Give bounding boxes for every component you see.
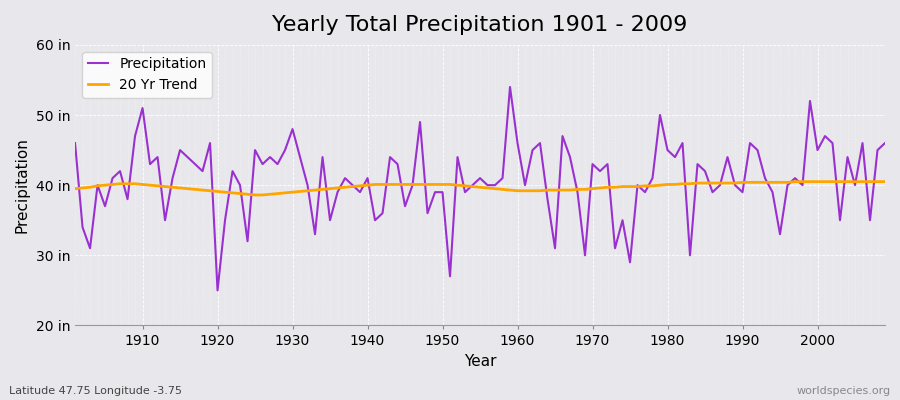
Text: Latitude 47.75 Longitude -3.75: Latitude 47.75 Longitude -3.75 xyxy=(9,386,182,396)
20 Yr Trend xyxy=(879,179,890,184)
Precipitation xyxy=(302,183,313,188)
Precipitation xyxy=(505,84,516,89)
20 Yr Trend xyxy=(302,188,313,193)
20 Yr Trend xyxy=(512,188,523,193)
Y-axis label: Precipitation: Precipitation xyxy=(15,137,30,233)
Precipitation xyxy=(212,288,223,293)
20 Yr Trend xyxy=(609,185,620,190)
Precipitation xyxy=(519,183,530,188)
Precipitation xyxy=(527,148,538,152)
20 Yr Trend xyxy=(789,179,800,184)
Precipitation xyxy=(347,183,358,188)
Title: Yearly Total Precipitation 1901 - 2009: Yearly Total Precipitation 1901 - 2009 xyxy=(273,15,688,35)
Precipitation xyxy=(617,218,628,223)
Precipitation xyxy=(879,141,890,146)
X-axis label: Year: Year xyxy=(464,354,496,369)
20 Yr Trend xyxy=(249,192,260,197)
20 Yr Trend xyxy=(130,181,140,186)
20 Yr Trend xyxy=(519,188,530,193)
Legend: Precipitation, 20 Yr Trend: Precipitation, 20 Yr Trend xyxy=(82,52,212,98)
Line: 20 Yr Trend: 20 Yr Trend xyxy=(75,182,885,195)
Line: Precipitation: Precipitation xyxy=(75,87,885,290)
Text: worldspecies.org: worldspecies.org xyxy=(796,386,891,396)
Precipitation xyxy=(69,141,80,146)
20 Yr Trend xyxy=(347,184,358,189)
20 Yr Trend xyxy=(69,186,80,191)
Precipitation xyxy=(130,134,140,138)
